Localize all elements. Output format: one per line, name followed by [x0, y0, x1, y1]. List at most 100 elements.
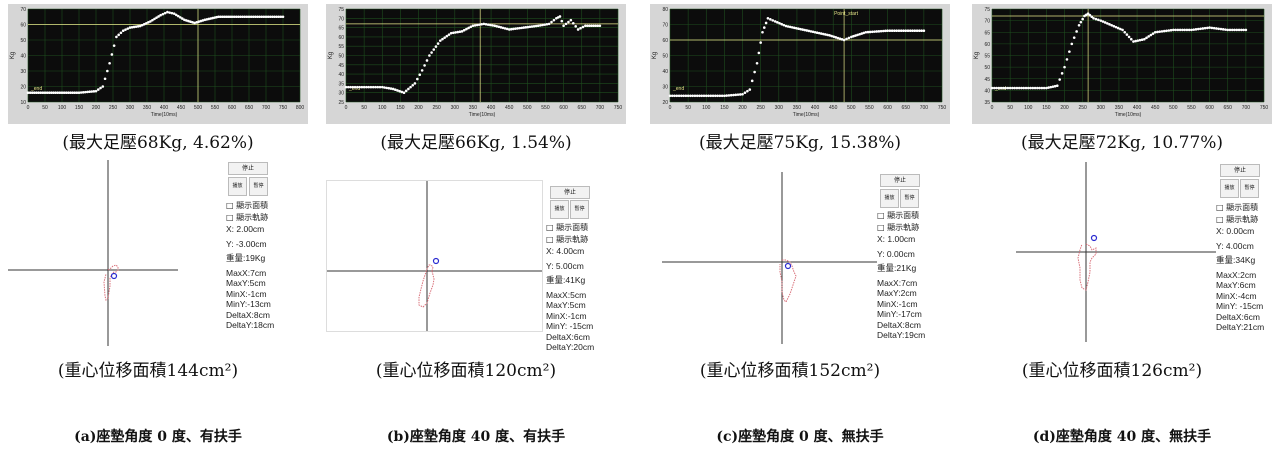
data-point	[378, 85, 382, 89]
data-point	[132, 25, 136, 29]
show-track-checkbox[interactable]: □ 顯示軌跡	[226, 213, 269, 222]
data-point	[913, 29, 917, 32]
y-tick-label: 50	[338, 54, 344, 60]
point-start-label: Point_start	[834, 11, 859, 17]
data-point	[452, 31, 455, 35]
data-point	[1029, 86, 1032, 90]
data-point	[168, 11, 171, 14]
trajectory-c: 停止 播放 暫停 □ 顯示面積 □ 顯示軌跡 X: 1.00cm Y: 0.00…	[650, 172, 925, 358]
data-point	[1125, 33, 1129, 36]
play-button[interactable]: 播放	[550, 200, 569, 219]
stop-button[interactable]: 停止	[550, 186, 590, 199]
data-point	[1183, 28, 1186, 32]
show-area-checkbox[interactable]: □ 顯示面積	[546, 223, 589, 232]
data-point	[197, 20, 200, 24]
pressure-chart-c: 0 50 100 150 200 250 300 350 400 450 500 550 600 650 7…	[650, 4, 950, 124]
x-tick-label: 700	[1242, 105, 1251, 111]
peak-caption-d: (最大足壓72Kg, 10.77%)	[1020, 133, 1224, 153]
data-point	[56, 91, 60, 94]
data-point	[1196, 27, 1200, 31]
stop-button[interactable]: 停止	[228, 162, 268, 175]
data-point	[847, 36, 851, 40]
data-point	[776, 21, 779, 24]
x-tick-label: 400	[1133, 105, 1142, 111]
x-tick-label: 50	[42, 105, 48, 111]
maxy: MaxY:5cm	[546, 300, 586, 310]
stop-button[interactable]: 停止	[1220, 164, 1260, 177]
deltay: DeltaY:20cm	[546, 342, 595, 352]
data-point	[545, 22, 549, 26]
data-point	[465, 27, 468, 31]
x-readout: X: 1.00cm	[877, 234, 916, 244]
data-point	[850, 35, 853, 39]
data-point	[411, 83, 415, 87]
data-point	[1160, 30, 1164, 33]
cog-marker	[110, 272, 118, 280]
data-point	[1004, 86, 1007, 90]
pause-button[interactable]: 暫停	[570, 200, 589, 219]
data-point	[520, 26, 523, 30]
y-tick-label: 70	[338, 16, 344, 22]
data-point	[249, 15, 253, 19]
play-button[interactable]: 播放	[1220, 179, 1239, 198]
show-area-checkbox[interactable]: □ 顯示面積	[1216, 203, 1259, 212]
data-point	[817, 31, 821, 35]
show-area-checkbox[interactable]: □ 顯示面積	[877, 211, 920, 220]
data-point	[720, 94, 724, 98]
data-point	[400, 90, 404, 94]
data-point	[420, 69, 424, 72]
show-area-checkbox[interactable]: □ 顯示面積	[226, 201, 269, 210]
data-point	[788, 25, 792, 29]
x-axis-label: Time(10ms)	[151, 112, 178, 118]
y-tick-label: 45	[338, 63, 344, 69]
data-point	[766, 17, 770, 20]
data-point	[432, 48, 436, 51]
show-track-checkbox[interactable]: □ 顯示軌跡	[546, 235, 589, 244]
data-point	[1053, 84, 1057, 88]
data-point	[782, 23, 786, 27]
data-point	[518, 26, 521, 30]
pause-button[interactable]: 暫停	[1240, 179, 1259, 198]
pause-button[interactable]: 暫停	[249, 177, 268, 196]
data-point	[1110, 23, 1113, 27]
x-tick-label: 50	[1007, 105, 1013, 111]
x-tick-label: 700	[920, 105, 929, 111]
x-tick-label: 700	[596, 105, 605, 111]
data-point	[1237, 28, 1241, 32]
data-point	[172, 12, 176, 15]
data-point	[1106, 22, 1109, 25]
data-point	[1011, 86, 1014, 90]
data-point	[264, 15, 268, 19]
x-axis-label: Time(10ms)	[793, 112, 820, 118]
y-tick-label: 60	[338, 35, 344, 41]
play-button[interactable]: 播放	[880, 189, 899, 208]
data-point	[174, 13, 178, 17]
x-tick-label: 400	[811, 105, 820, 111]
data-point	[862, 31, 866, 35]
data-point	[834, 36, 838, 39]
play-button[interactable]: 播放	[228, 177, 247, 196]
data-point	[1174, 28, 1177, 32]
pause-button[interactable]: 暫停	[900, 189, 919, 208]
data-point	[467, 26, 470, 30]
data-point	[281, 15, 285, 19]
data-point	[462, 28, 466, 32]
data-point	[1172, 28, 1175, 32]
show-track-checkbox[interactable]: □ 顯示軌跡	[1216, 215, 1259, 224]
data-point	[211, 16, 214, 20]
data-point	[50, 91, 53, 94]
data-point	[60, 91, 64, 94]
data-point	[558, 15, 562, 18]
show-track-checkbox[interactable]: □ 顯示軌跡	[877, 223, 920, 232]
data-point	[179, 16, 182, 19]
data-point	[797, 27, 800, 31]
data-point	[251, 15, 255, 19]
data-point	[911, 29, 914, 32]
data-point	[1147, 35, 1150, 38]
miny: MinY:-17cm	[877, 309, 922, 319]
data-point	[43, 91, 47, 94]
stop-button[interactable]: 停止	[880, 174, 920, 187]
miny: MinY:-13cm	[226, 299, 271, 309]
data-point	[718, 94, 722, 98]
data-point	[1203, 26, 1207, 30]
